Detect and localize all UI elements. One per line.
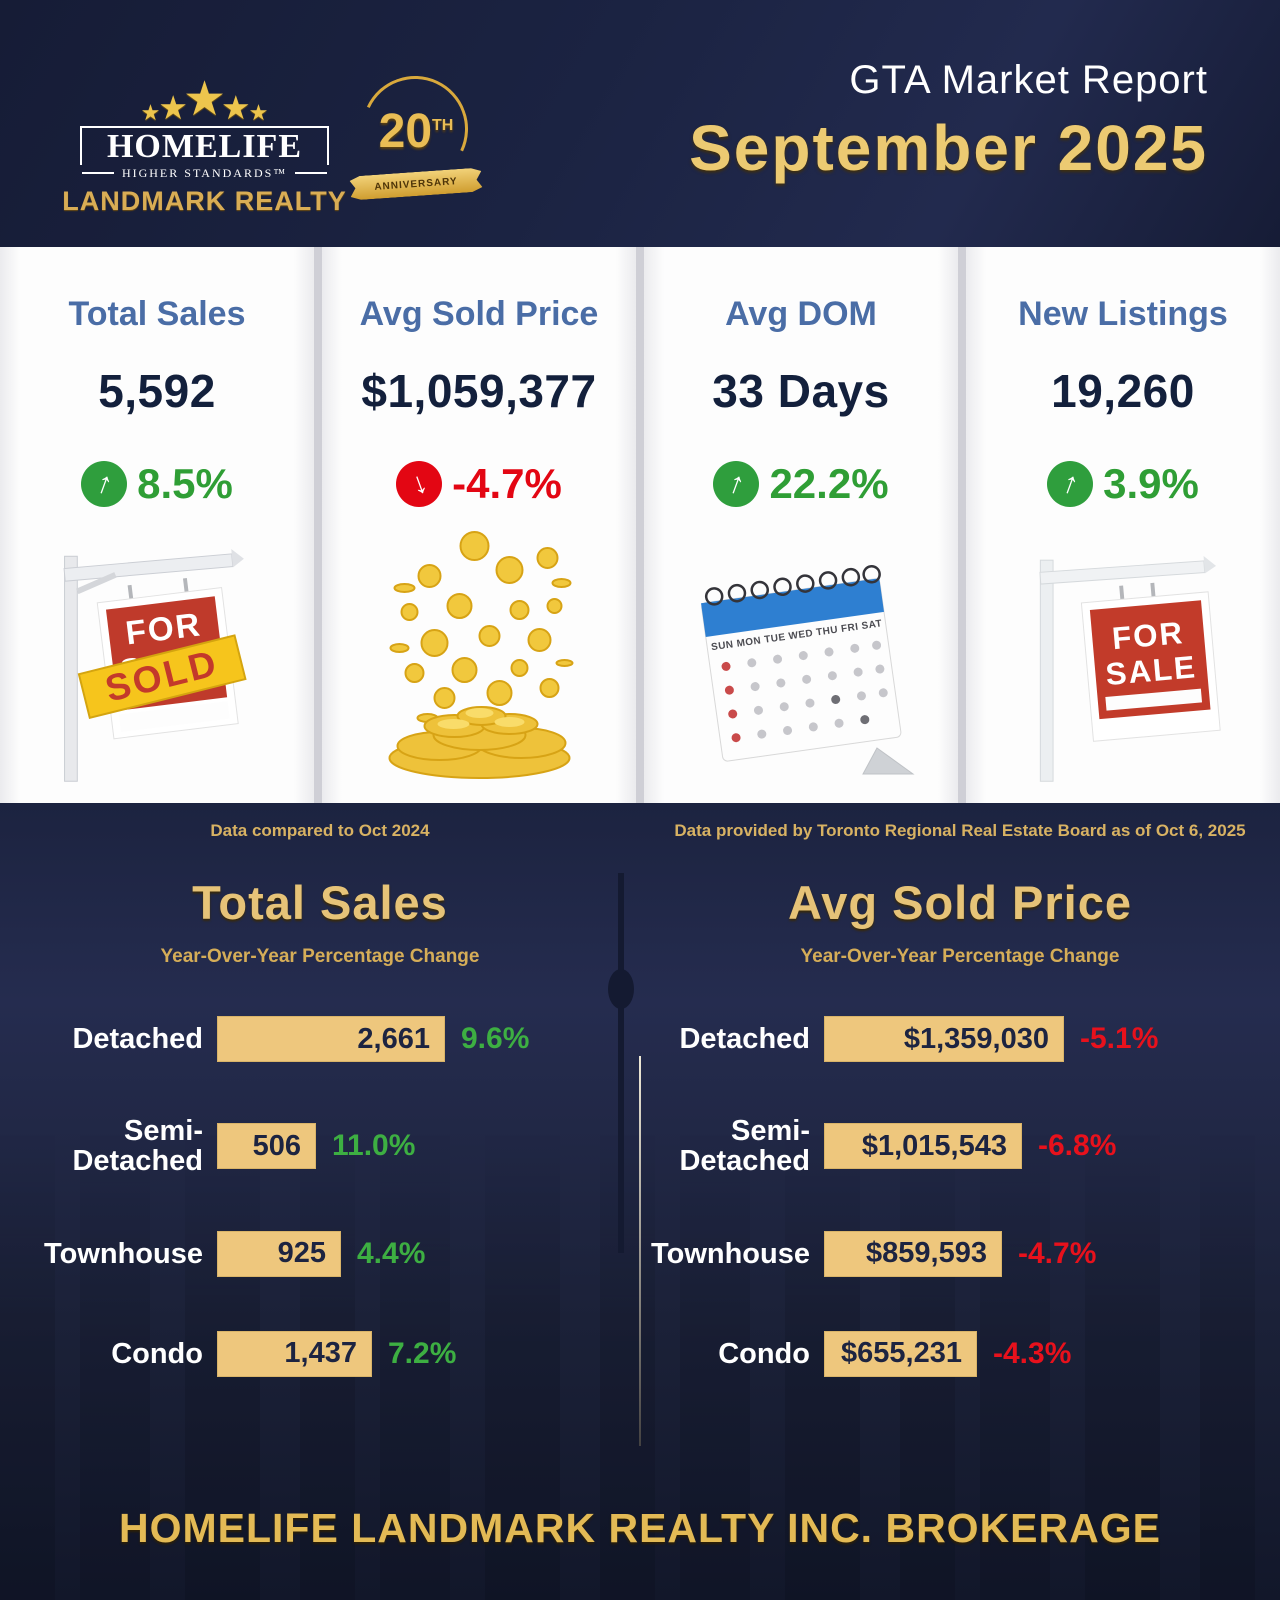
card-change: ↑ 22.2% (644, 460, 958, 508)
change-percent: 22.2% (769, 460, 889, 507)
bar: $655,231 (824, 1330, 977, 1377)
note-comparison: Data compared to Oct 2024 (210, 821, 430, 840)
card-change: ↑ 8.5% (0, 460, 314, 508)
card-title: Avg Sold Price (359, 295, 599, 333)
chart-title: Total Sales (192, 876, 448, 929)
change-percent: 8.5% (137, 460, 233, 507)
bar: 2,661 (217, 1016, 445, 1062)
header-titles: GTA Market Report September 2025 (689, 58, 1208, 185)
card-title: New Listings (1018, 295, 1228, 333)
up-arrow-circle-icon: ↑ (713, 461, 760, 507)
bar: 925 (217, 1230, 341, 1277)
anniversary-badge: 20TH ANNIVERSARY (347, 61, 483, 200)
chart-subtitle: Year-Over-Year Percentage Change (800, 946, 1120, 967)
sub-brand-name: LANDMARK REALTY (62, 185, 347, 216)
bar: $1,359,030 (824, 1016, 1064, 1062)
stat-cards-strip: Total Sales 5,592 ↑ 8.5% (0, 247, 1280, 803)
bar: 1,437 (217, 1330, 372, 1377)
stat-card-avg-sold-price: Avg Sold Price $1,059,377 ↓ -4.7% (322, 247, 636, 803)
calendar-icon: SUN MON TUE WED THU FRI SAT (644, 528, 958, 793)
change-percent: -4.7% (452, 460, 562, 507)
bar-row-semi-detached: Semi- Detached 506 11.0% (72, 1115, 416, 1178)
gold-coins-icon (322, 528, 636, 793)
bar-rows: Detached 2,661 9.6% Semi- Detached 506 1… (0, 1016, 640, 1377)
five-stars-icon: ★ ★ ★ ★ ★ (140, 73, 269, 126)
change-percent: 3.9% (1103, 460, 1199, 507)
bar-row-condo: Condo 1,437 7.2% (0, 1330, 640, 1377)
report-title: GTA Market Report (849, 58, 1208, 102)
svg-text:FOR: FOR (123, 606, 203, 652)
card-title: Avg DOM (725, 295, 877, 333)
chart-subtitle: Year-Over-Year Percentage Change (160, 946, 480, 967)
svg-text:FOR: FOR (1110, 615, 1185, 656)
bar-row-semi-detached: Semi- Detached $1,015,543 -6.8% (679, 1115, 1117, 1178)
report-month: September 2025 (689, 112, 1208, 184)
chart-avg-sold-price: Avg Sold Price Year-Over-Year Percentage… (640, 875, 1280, 1431)
logo-frame: HOMELIFE (80, 126, 329, 165)
vertical-divider (639, 1056, 641, 1446)
card-value: $1,059,377 (361, 365, 597, 417)
data-notes: Data compared to Oct 2024 Data provided … (0, 803, 1280, 841)
card-title: Total Sales (68, 295, 246, 333)
stat-card-new-listings: New Listings 19,260 ↑ 3.9% (966, 247, 1280, 803)
for-sale-sign-icon: FOR SALE (966, 528, 1280, 793)
card-change: ↑ 3.9% (966, 460, 1280, 508)
anniversary-ribbon: ANNIVERSARY (349, 167, 482, 200)
down-arrow-circle-icon: ↓ (396, 461, 443, 507)
brand-tagline: HIGHER STANDARDS™ (82, 166, 327, 181)
bar-row-townhouse: Townhouse 925 4.4% (0, 1230, 640, 1277)
brand-name: HOMELIFE (106, 128, 303, 165)
sold-sign-icon: FOR SALE SOLD (0, 528, 314, 793)
chart-title: Avg Sold Price (788, 876, 1132, 929)
stat-card-avg-dom: Avg DOM 33 Days ↑ 22.2% SUN (644, 247, 958, 803)
homelife-logo: ★ ★ ★ ★ ★ HOMELIFE HIGHER STANDARDS™ LAN… (62, 73, 347, 217)
svg-text:SALE: SALE (1104, 649, 1198, 692)
bottom-section: Data compared to Oct 2024 Data provided … (0, 803, 1280, 1600)
bar: $1,015,543 (824, 1123, 1022, 1170)
anniversary-number: 20TH (378, 105, 454, 158)
card-value: 33 Days (712, 365, 890, 417)
bar-row-detached: Detached $1,359,030 -5.1% (640, 1016, 1280, 1062)
bar: $859,593 (824, 1230, 1002, 1277)
chart-total-sales: Total Sales Year-Over-Year Percentage Ch… (0, 875, 640, 1431)
charts-row: Total Sales Year-Over-Year Percentage Ch… (0, 875, 1280, 1431)
bar-row-condo: Condo $655,231 -4.3% (640, 1330, 1280, 1377)
header: ★ ★ ★ ★ ★ HOMELIFE HIGHER STANDARDS™ LAN… (0, 0, 1280, 247)
stat-card-total-sales: Total Sales 5,592 ↑ 8.5% (0, 247, 314, 803)
brokerage-footer: HOMELIFE LANDMARK REALTY INC. BROKERAGE (119, 1505, 1161, 1551)
note-source: Data provided by Toronto Regional Real E… (674, 821, 1246, 840)
up-arrow-circle-icon: ↑ (81, 461, 128, 507)
bar: 506 (217, 1123, 316, 1170)
card-change: ↓ -4.7% (322, 460, 636, 508)
card-value: 19,260 (1051, 365, 1195, 417)
bar-row-detached: Detached 2,661 9.6% (0, 1016, 640, 1062)
up-arrow-circle-icon: ↑ (1047, 461, 1094, 507)
bar-row-townhouse: Townhouse $859,593 -4.7% (640, 1230, 1280, 1277)
card-value: 5,592 (98, 365, 216, 417)
bar-rows: Detached $1,359,030 -5.1% Semi- Detached… (640, 1016, 1280, 1377)
